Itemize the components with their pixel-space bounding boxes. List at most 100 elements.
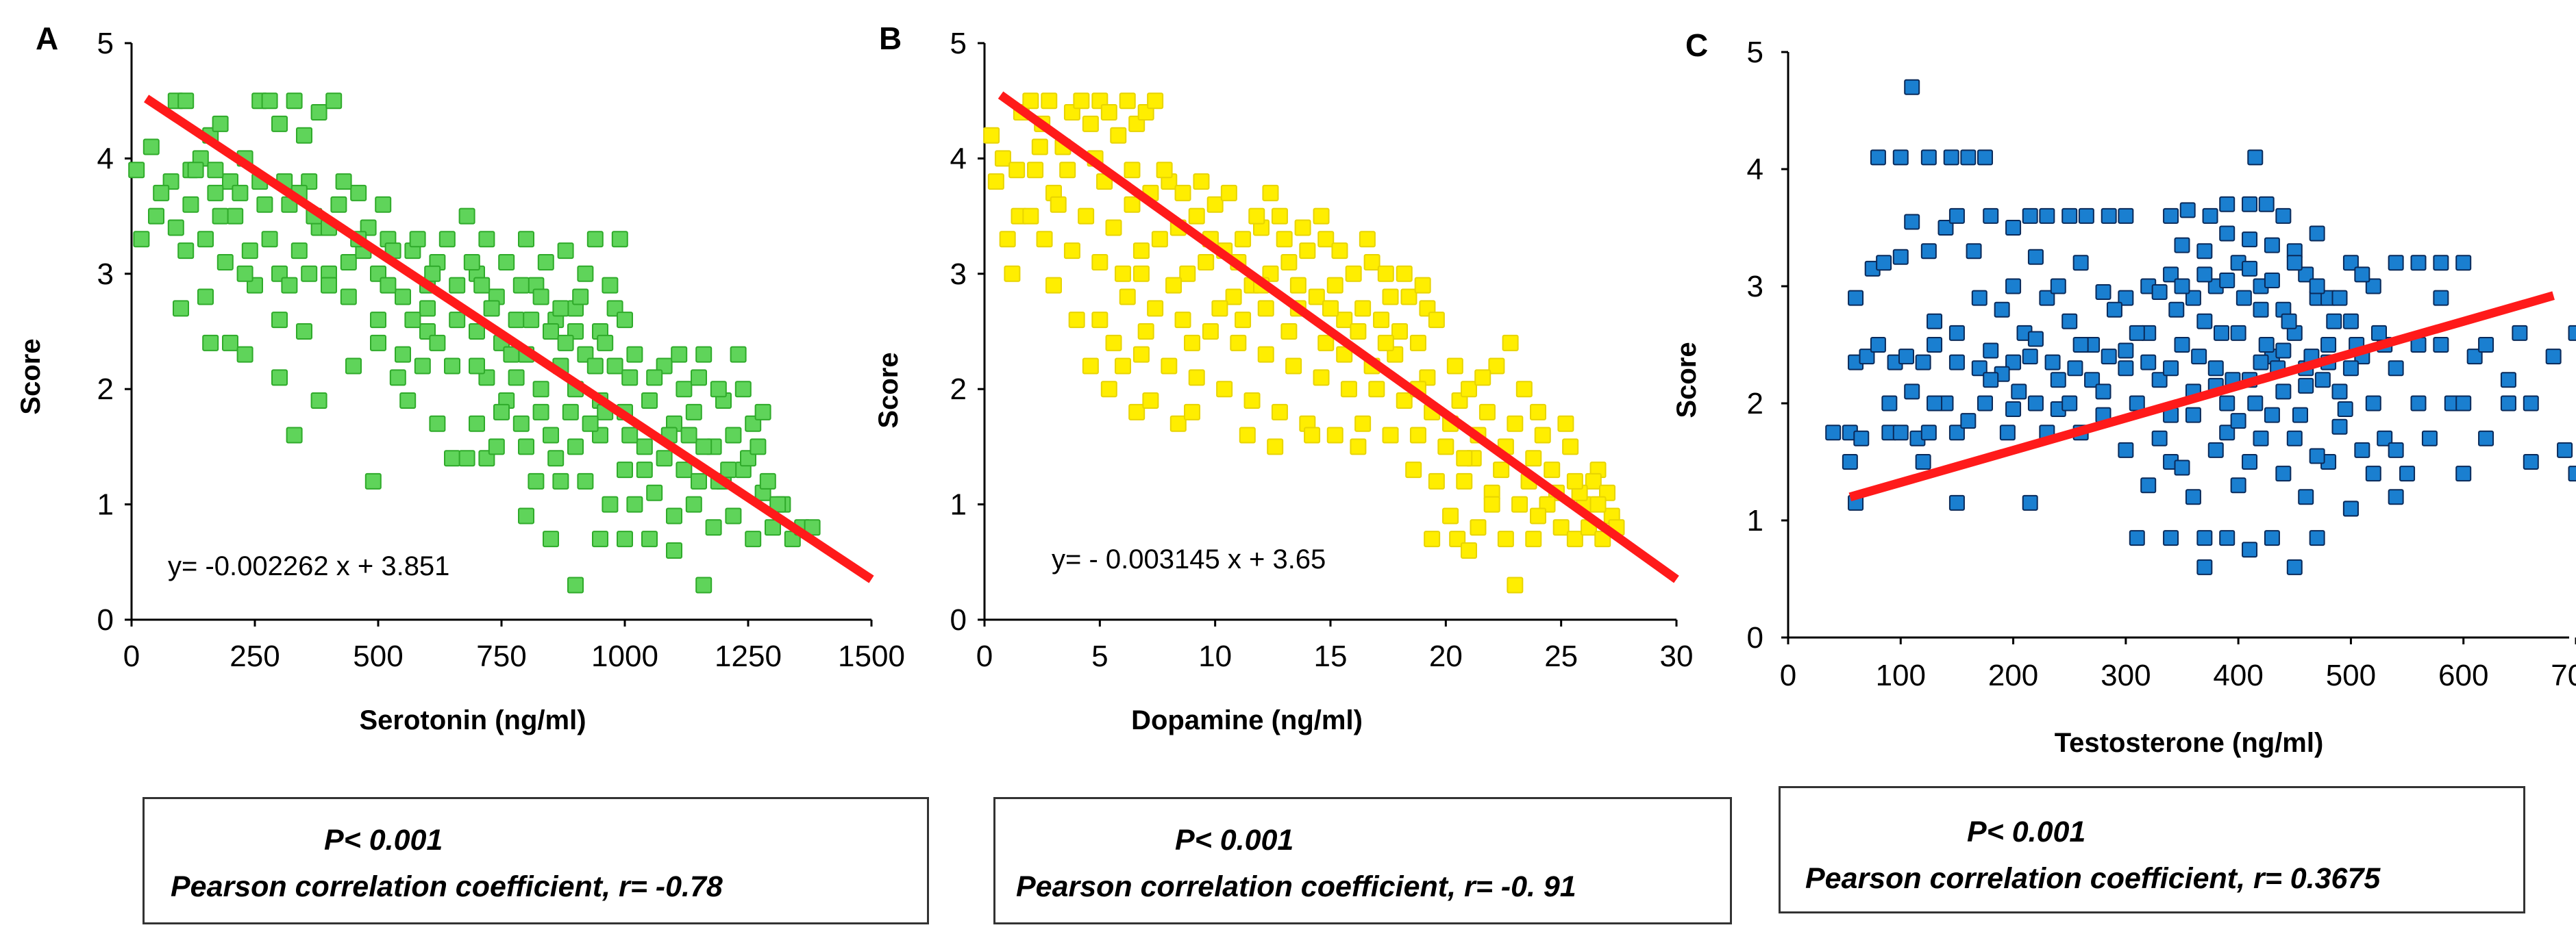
scatter-point (2264, 407, 2280, 423)
scatter-point (1414, 277, 1431, 294)
panel-b-equation: y= - 0.003145 x + 3.65 (1052, 544, 1326, 575)
scatter-point (1105, 219, 1122, 236)
scatter-point (2242, 542, 2258, 558)
scatter-point (2185, 489, 2201, 505)
scatter-point (1008, 162, 1026, 179)
panel-a-xlabel: Serotonin (ng/ml) (359, 705, 586, 735)
scatter-point (1248, 207, 1265, 225)
scatter-point (1507, 577, 1524, 594)
scatter-point (577, 265, 594, 282)
scatter-point (1937, 220, 1954, 236)
scatter-point (2455, 395, 2472, 412)
scatter-point (1552, 519, 1570, 536)
scatter-point (557, 242, 574, 260)
scatter-point (2433, 290, 2449, 306)
scatter-point (1326, 277, 1343, 294)
scatter-point (236, 265, 253, 282)
panel-a-stats-box: P< 0.001 Pearson correlation coefficient… (143, 797, 929, 924)
scatter-point (1881, 395, 1898, 412)
scatter-point (1904, 79, 1920, 95)
scatter-point (676, 381, 693, 398)
x-tick-label: 5 (1091, 640, 1108, 673)
scatter-point (518, 507, 534, 525)
scatter-point (1493, 462, 1510, 479)
scatter-point (586, 231, 604, 248)
scatter-point (1211, 300, 1228, 317)
scatter-point (1359, 231, 1376, 248)
scatter-point (1983, 372, 1999, 388)
scatter-point (1409, 427, 1426, 444)
scatter-point (2196, 243, 2213, 260)
scatter-point (2219, 530, 2236, 546)
scatter-point (1892, 425, 1909, 441)
scatter-point (483, 300, 500, 317)
scatter-point (1515, 381, 1533, 398)
scatter-point (1904, 214, 1920, 230)
scatter-point (2433, 337, 2449, 353)
scatter-point (1396, 265, 1413, 282)
x-tick-label: 400 (2213, 659, 2263, 692)
scatter-point (2084, 372, 2101, 388)
scatter-point (626, 346, 643, 363)
scatter-point (1377, 334, 1394, 351)
scatter-point (1424, 531, 1441, 548)
x-tick-label: 0 (123, 640, 140, 673)
scatter-point (1326, 427, 1343, 444)
scatter-point (518, 438, 534, 455)
scatter-point (2118, 207, 2134, 224)
scatter-point (537, 253, 554, 270)
scatter-point (1488, 357, 1505, 375)
scatter-point (1474, 369, 1491, 386)
scatter-point (1169, 415, 1187, 432)
x-tick-label: 1250 (715, 640, 782, 673)
panel-b: B 0 5 10 15 20 25 30 0 1 2 3 4 5 y= - 0.003145 x + 3… (874, 21, 1693, 735)
scatter-point (325, 92, 343, 110)
scatter-point (2253, 354, 2269, 370)
scatter-point (2039, 207, 2055, 224)
scatter-point (395, 346, 411, 363)
scatter-point (1960, 413, 1977, 429)
scatter-point (617, 531, 633, 548)
scatter-point (458, 450, 475, 467)
scatter-point (2207, 442, 2224, 458)
scatter-point (286, 427, 303, 444)
panel-a-equation: y= -0.002262 x + 3.851 (168, 551, 449, 581)
scatter-point (695, 438, 713, 455)
scatter-point (2309, 448, 2325, 464)
scatter-point (2005, 220, 2022, 236)
scatter-point (2500, 395, 2516, 412)
scatter-point (532, 403, 549, 420)
scatter-point (2388, 360, 2404, 377)
scatter-point (2410, 255, 2427, 271)
scatter-point (2568, 325, 2576, 341)
scatter-point (271, 312, 288, 329)
scatter-point (1562, 438, 1579, 455)
scatter-point (216, 253, 234, 270)
scatter-point (1313, 369, 1330, 386)
scatter-point (1511, 496, 1528, 513)
scatter-point (2163, 530, 2179, 546)
scatter-point (695, 577, 713, 594)
scatter-point (2388, 442, 2404, 458)
scatter-point (1557, 415, 1574, 432)
panel-b-correlation: Pearson correlation coefficient, r= -0. … (1016, 870, 1576, 903)
scatter-point (2106, 301, 2122, 318)
scatter-point (1853, 430, 1870, 446)
scatter-point (646, 484, 663, 501)
scatter-point (2129, 395, 2145, 412)
scatter-point (611, 231, 628, 248)
scatter-point (261, 92, 278, 110)
scatter-point (685, 496, 702, 513)
scatter-point (1977, 395, 1993, 412)
y-tick-label: 2 (1747, 387, 1763, 420)
panel-a-axes: 0 250 500 750 1000 1250 1500 0 1 2 3 4 5 (97, 27, 905, 673)
panel-b-p-value: P< 0.001 (1175, 824, 1294, 857)
y-tick-label: 2 (950, 373, 967, 406)
scatter-point (2275, 342, 2292, 359)
scatter-point (1073, 92, 1090, 110)
scatter-point (1082, 357, 1099, 375)
scatter-point (1948, 325, 1965, 341)
scatter-point (1943, 149, 1959, 166)
scatter-point (2568, 466, 2576, 482)
y-tick-label: 4 (1747, 153, 1763, 186)
